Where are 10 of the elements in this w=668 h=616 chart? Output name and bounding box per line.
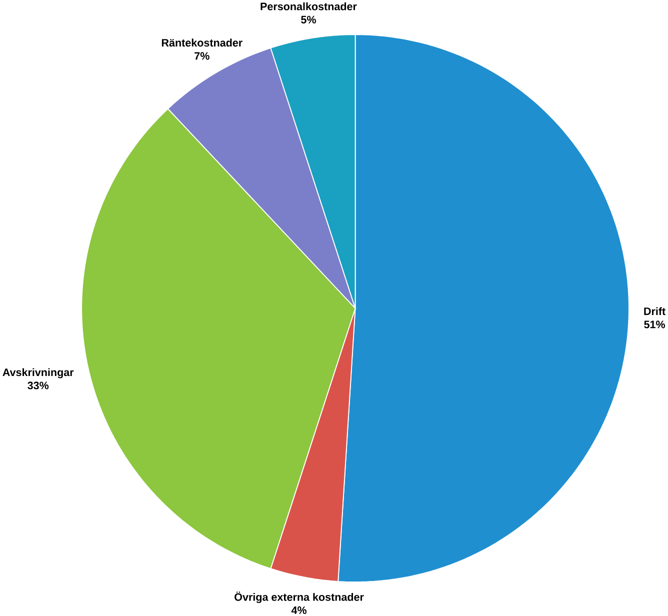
- data-label: 51%: [644, 320, 666, 328]
- data-label: 7%: [194, 52, 210, 60]
- data-label: 33%: [28, 381, 49, 390]
- slice-label: Räntekostnader: [162, 38, 242, 46]
- slice-label: Personalkostnader: [260, 2, 357, 10]
- slice-label: Avskrivningar: [2, 368, 74, 378]
- slice-label: Drift: [644, 307, 666, 315]
- slice-label: Övriga externa kostnader: [234, 591, 364, 603]
- data-label: 5%: [301, 16, 316, 24]
- data-label: 4%: [291, 606, 307, 614]
